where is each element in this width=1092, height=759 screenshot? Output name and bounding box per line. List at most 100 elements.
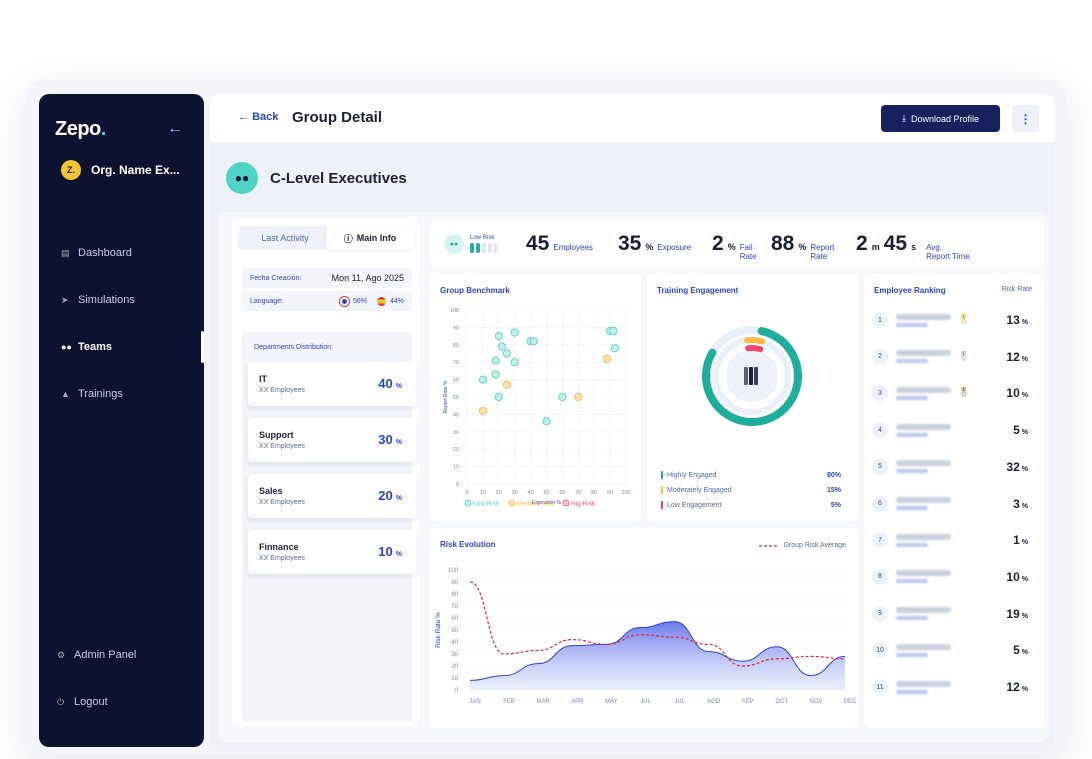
ranking-row[interactable]: 11 12%: [872, 677, 1032, 697]
info-panel: Last Activity ⓘ Main Info Fecha Creación:…: [232, 218, 419, 726]
legend-low-engagement: Low Engagement 5%: [661, 501, 841, 509]
scatter-point: [558, 392, 567, 402]
scatter-point: [494, 332, 503, 341]
rank-number: 8: [872, 568, 888, 585]
y-axis-label: Risk Rate %: [435, 612, 442, 648]
tab-last-activity[interactable]: Last Activity: [261, 233, 309, 243]
main-area: ← Back Group Detail ⤓ Download Profile ⋮ …: [210, 94, 1055, 747]
department-card: Finnance XX Employees 10%: [248, 530, 416, 574]
ranking-row[interactable]: 1 🎖 13%: [872, 310, 1032, 330]
info-tabs: Last Activity ⓘ Main Info: [238, 226, 414, 250]
scatter-point: [510, 358, 519, 367]
more-options-button[interactable]: ⋮: [1012, 105, 1039, 132]
page-title: Group Detail: [292, 109, 383, 126]
org-switcher[interactable]: Z. Org. Name Ex...: [61, 160, 180, 180]
donut-slice-moderately-engaged: [713, 337, 791, 415]
y-tick-label: 100: [448, 568, 459, 574]
scatter-point: [494, 392, 503, 402]
back-button[interactable]: ← Back: [238, 111, 279, 123]
sidebar: Zepo. ← Z. Org. Name Ex... ▤ Dashboard ➤ S…: [39, 94, 204, 747]
ranking-row[interactable]: 10 5%: [872, 640, 1032, 660]
x-tick-label: 90: [607, 490, 613, 496]
ranking-row[interactable]: 3 🎖 10%: [872, 383, 1032, 403]
legend-label: Hig Risk: [571, 501, 596, 508]
x-tick-label: 20: [496, 490, 502, 496]
ranking-row[interactable]: 8 10%: [872, 567, 1032, 587]
y-tick-label: 10: [451, 676, 458, 682]
ranking-row[interactable]: 2 🎖 12%: [872, 347, 1032, 367]
risk-badge: ●● Low Risk: [444, 234, 498, 254]
stats-bar: ●● Low Risk 45 Employees 35% Exposure 2% Fa…: [430, 220, 1044, 268]
sidebar-item-teams[interactable]: ●● Teams: [61, 341, 113, 353]
y-tick-label: 80: [453, 343, 459, 349]
x-tick-label: APR: [571, 699, 584, 705]
x-tick-label: DEC: [844, 699, 857, 705]
ranking-row[interactable]: 5 32%: [872, 457, 1032, 477]
scatter-point: [478, 406, 487, 415]
risk-evolution-legend: Group Risk Average: [759, 542, 846, 549]
employee-ranking-card: Employee Ranking Risk Rate 1 🎖 13% 2 🎖 12…: [864, 274, 1044, 728]
scatter-point: [491, 356, 500, 365]
sidebar-item-dashboard[interactable]: ▤ Dashboard: [61, 247, 132, 259]
stat-fail-rate: 2% Fail Rate: [712, 232, 757, 261]
x-tick-label: AGO: [707, 699, 721, 705]
download-profile-button[interactable]: ⤓ Download Profile: [881, 105, 1000, 132]
employee-name-blurred: [896, 533, 958, 547]
training-engagement-card: Training Engagement Highly Engaged 80% Mo…: [647, 274, 858, 522]
y-tick-label: 90: [453, 325, 459, 331]
scatter-point: [478, 375, 487, 384]
y-tick-label: 0: [455, 688, 459, 694]
x-axis-label: Exposition %: [532, 500, 561, 506]
x-tick-label: 100: [621, 490, 630, 496]
app-logo[interactable]: Zepo.: [55, 118, 106, 140]
x-tick-label: 80: [591, 490, 597, 496]
y-tick-label: 10: [453, 465, 459, 471]
download-icon: ⤓: [901, 113, 906, 123]
x-tick-label: 60: [559, 490, 565, 496]
rank-number: 5: [872, 458, 888, 475]
legend-highly-engaged: Highly Engaged 80%: [661, 471, 841, 479]
scatter-point: [610, 344, 619, 353]
sidebar-item-simulations[interactable]: ➤ Simulations: [61, 294, 135, 306]
tab-main-info[interactable]: ⓘ Main Info: [326, 226, 414, 250]
risk-rate-value: 5%: [1013, 643, 1028, 658]
scatter-point: [542, 417, 551, 426]
risk-evolution-chart: 0 10 20 30 40 50 60 70 80 90 100 JAN FEB MAR APR MAY JUL…: [435, 568, 857, 705]
group-header: ●● C-Level Executives: [226, 162, 407, 194]
scatter-point: [502, 380, 511, 389]
scatter-point: [510, 328, 519, 337]
donut-slice-low-engagement: [721, 345, 783, 407]
ranking-row[interactable]: 6 3%: [872, 494, 1032, 514]
y-tick-label: 20: [451, 664, 458, 670]
sidebar-item-admin-panel[interactable]: ⚙ Admin Panel: [57, 649, 137, 661]
scatter-point: [497, 342, 507, 351]
employee-name-blurred: [896, 570, 958, 584]
info-icon: ⓘ: [343, 233, 353, 244]
x-tick-label: JAN: [469, 699, 480, 705]
medal-icon: 🎖: [958, 387, 970, 398]
employee-name-blurred: [896, 350, 958, 364]
y-tick-label: 50: [451, 628, 458, 634]
department-card: Support XX Employees 30%: [248, 418, 416, 462]
group-risk-average-line: [469, 581, 846, 667]
rank-number: 9: [872, 605, 888, 622]
risk-rate-value: 1%: [1013, 533, 1028, 548]
sidebar-item-logout[interactable]: ⏻ Logout: [57, 696, 108, 708]
risk-rate-value: 12%: [1006, 349, 1028, 364]
risk-rate-value: 5%: [1013, 423, 1028, 438]
sidebar-item-trainings[interactable]: ▲ Trainings: [61, 388, 123, 400]
ranking-row[interactable]: 7 1%: [872, 530, 1032, 550]
y-tick-label: 60: [451, 616, 458, 622]
org-name: Org. Name Ex...: [91, 163, 180, 177]
benchmark-scatter-chart: 0 10 20 30 40 50 60 70 80 90 100 0 10 20 30 40 50 60 70 80 9…: [443, 308, 631, 508]
users-icon: ●●: [444, 234, 464, 254]
ranking-row[interactable]: 9 19%: [872, 604, 1032, 624]
ranking-row[interactable]: 4 5%: [872, 420, 1032, 440]
y-tick-label: 30: [451, 652, 458, 658]
arrow-left-icon: ←: [238, 111, 249, 123]
x-tick-label: 10: [480, 490, 486, 496]
stat-report-rate: 88% Report Rate: [771, 232, 835, 261]
collapse-sidebar-icon[interactable]: ←: [167, 120, 183, 137]
stat-avg-report-time: 2 m 45 s Avg. Report Time: [856, 232, 970, 261]
rocket-icon: ➤: [61, 294, 69, 305]
